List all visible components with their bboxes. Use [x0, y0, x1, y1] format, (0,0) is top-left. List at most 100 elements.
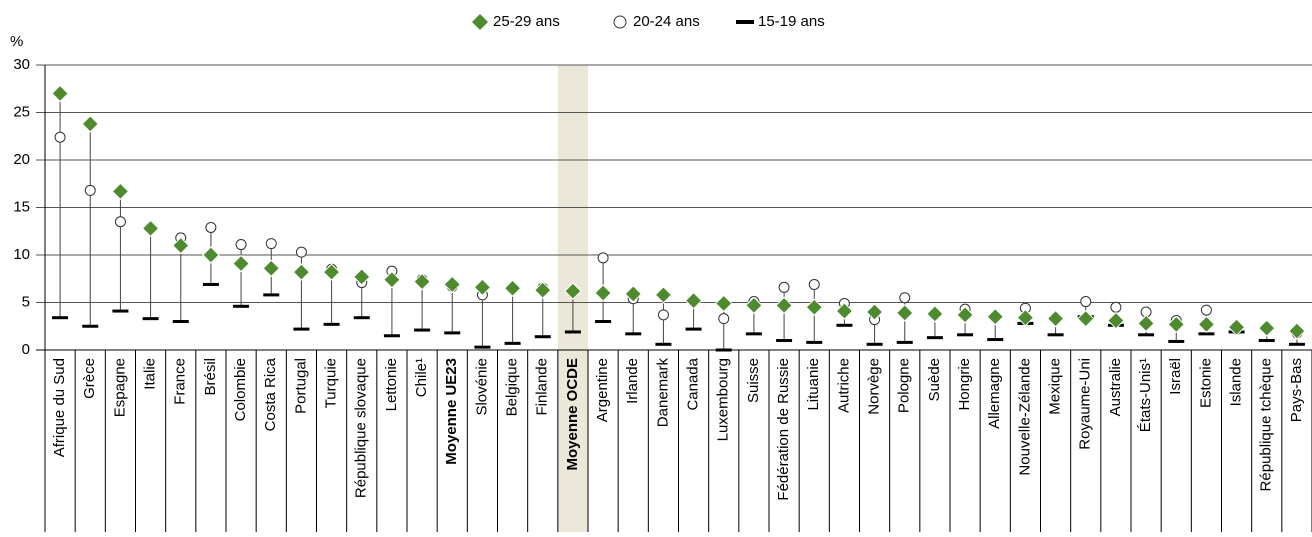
- marker-diamond: [443, 275, 461, 294]
- marker-dash: [444, 331, 461, 335]
- x-tick-label: Royaume-Uni: [1077, 358, 1094, 450]
- x-tick-label: Belgique: [504, 358, 521, 416]
- marker-diamond: [1016, 308, 1035, 327]
- x-tick-label: Pologne: [896, 358, 913, 413]
- marker-circle: [114, 216, 126, 228]
- marker-diamond: [1197, 315, 1216, 334]
- marker-dash: [625, 332, 642, 336]
- x-tick-label: Moyenne OCDE: [564, 358, 581, 471]
- marker-circle: [778, 281, 790, 293]
- marker-circle: [1080, 296, 1092, 308]
- marker-diamond: [594, 284, 612, 302]
- y-axis-label: %: [10, 33, 23, 50]
- legend-label: 25-29 ans: [493, 13, 560, 30]
- x-tick-label: Suède: [926, 358, 943, 401]
- marker-circle: [1200, 304, 1212, 316]
- marker-diamond: [1227, 318, 1246, 336]
- marker-diamond: [1258, 319, 1276, 337]
- legend-label: 20-24 ans: [633, 13, 700, 30]
- marker-circle: [597, 252, 609, 264]
- marker-diamond: [1077, 309, 1095, 328]
- marker-diamond: [1107, 311, 1125, 330]
- marker-dash: [1288, 342, 1305, 346]
- marker-dash: [112, 309, 129, 313]
- marker-diamond: [262, 259, 280, 278]
- marker-diamond: [353, 268, 371, 286]
- marker-circle: [84, 184, 96, 196]
- y-tick-label: 10: [13, 246, 30, 263]
- x-tick-label: États-Unis¹: [1137, 358, 1154, 432]
- x-tick-label: Costa Rica: [262, 357, 279, 431]
- x-tick-label: Lettonie: [383, 358, 400, 411]
- marker-dash: [172, 320, 189, 323]
- x-tick-label: Portugal: [292, 358, 309, 414]
- marker-circle: [265, 238, 277, 250]
- marker-diamond: [1137, 314, 1155, 333]
- marker-diamond: [896, 304, 914, 322]
- x-tick-label: Danemark: [654, 358, 671, 428]
- marker-circle: [899, 292, 911, 304]
- marker-circle: [718, 313, 730, 325]
- x-tick-label: Suisse: [745, 358, 762, 403]
- marker-dash: [504, 341, 521, 345]
- marker-diamond: [111, 182, 130, 201]
- x-tick-label: Slovénie: [473, 358, 490, 416]
- marker-diamond: [141, 219, 160, 238]
- x-tick-label: République slovaque: [353, 358, 370, 498]
- marker-circle: [235, 239, 247, 251]
- marker-diamond: [322, 263, 341, 281]
- legend-marker: [736, 20, 754, 24]
- marker-diamond: [473, 278, 492, 297]
- marker-dash: [323, 322, 340, 326]
- marker-diamond: [81, 115, 99, 133]
- marker-diamond: [745, 296, 763, 315]
- marker-diamond: [684, 291, 703, 310]
- x-tick-label: Grèce: [81, 358, 98, 399]
- marker-dash: [987, 338, 1004, 342]
- x-tick-label: Chile¹: [413, 358, 430, 397]
- x-tick-label: Allemagne: [986, 358, 1003, 429]
- marker-diamond: [986, 308, 1004, 326]
- marker-diamond: [654, 286, 673, 304]
- marker-dash: [1047, 333, 1064, 337]
- marker-dash: [685, 327, 702, 331]
- marker-dash: [776, 339, 793, 342]
- marker-dash: [564, 330, 581, 334]
- x-tick-label: Islande: [1228, 358, 1245, 406]
- x-tick-label: Moyenne UE23: [443, 358, 460, 465]
- x-tick-label: Colombie: [232, 358, 249, 421]
- x-tick-label: Argentine: [594, 358, 611, 422]
- marker-dash: [353, 316, 370, 320]
- marker-diamond: [624, 285, 642, 303]
- x-tick-label: Turquie: [323, 358, 340, 408]
- marker-circle: [1110, 301, 1122, 313]
- marker-diamond: [383, 270, 401, 289]
- marker-diamond: [51, 84, 69, 103]
- marker-diamond: [564, 282, 582, 300]
- marker-dash: [1138, 333, 1155, 337]
- y-tick-label: 15: [13, 198, 30, 215]
- marker-dash: [534, 335, 551, 339]
- marker-dash: [233, 304, 250, 308]
- x-tick-label: France: [172, 358, 189, 405]
- marker-dash: [82, 324, 99, 328]
- marker-dash: [293, 327, 310, 331]
- x-tick-label: République tchèque: [1258, 358, 1275, 491]
- x-tick-label: Mexique: [1047, 358, 1064, 415]
- marker-dash: [474, 345, 491, 349]
- x-tick-label: Autriche: [835, 358, 852, 413]
- marker-dash: [926, 336, 943, 340]
- marker-dash: [1198, 332, 1215, 336]
- x-tick-label: Israël: [1167, 358, 1184, 395]
- marker-circle: [295, 246, 307, 258]
- marker-diamond: [534, 281, 552, 299]
- legend-label: 15-19 ans: [758, 13, 825, 30]
- marker-diamond: [292, 263, 311, 281]
- x-tick-label: Lituanie: [805, 358, 822, 411]
- marker-diamond: [503, 279, 522, 297]
- legend-marker: [472, 14, 488, 30]
- y-tick-label: 5: [22, 293, 30, 310]
- marker-dash: [595, 320, 612, 323]
- marker-diamond: [1167, 315, 1185, 334]
